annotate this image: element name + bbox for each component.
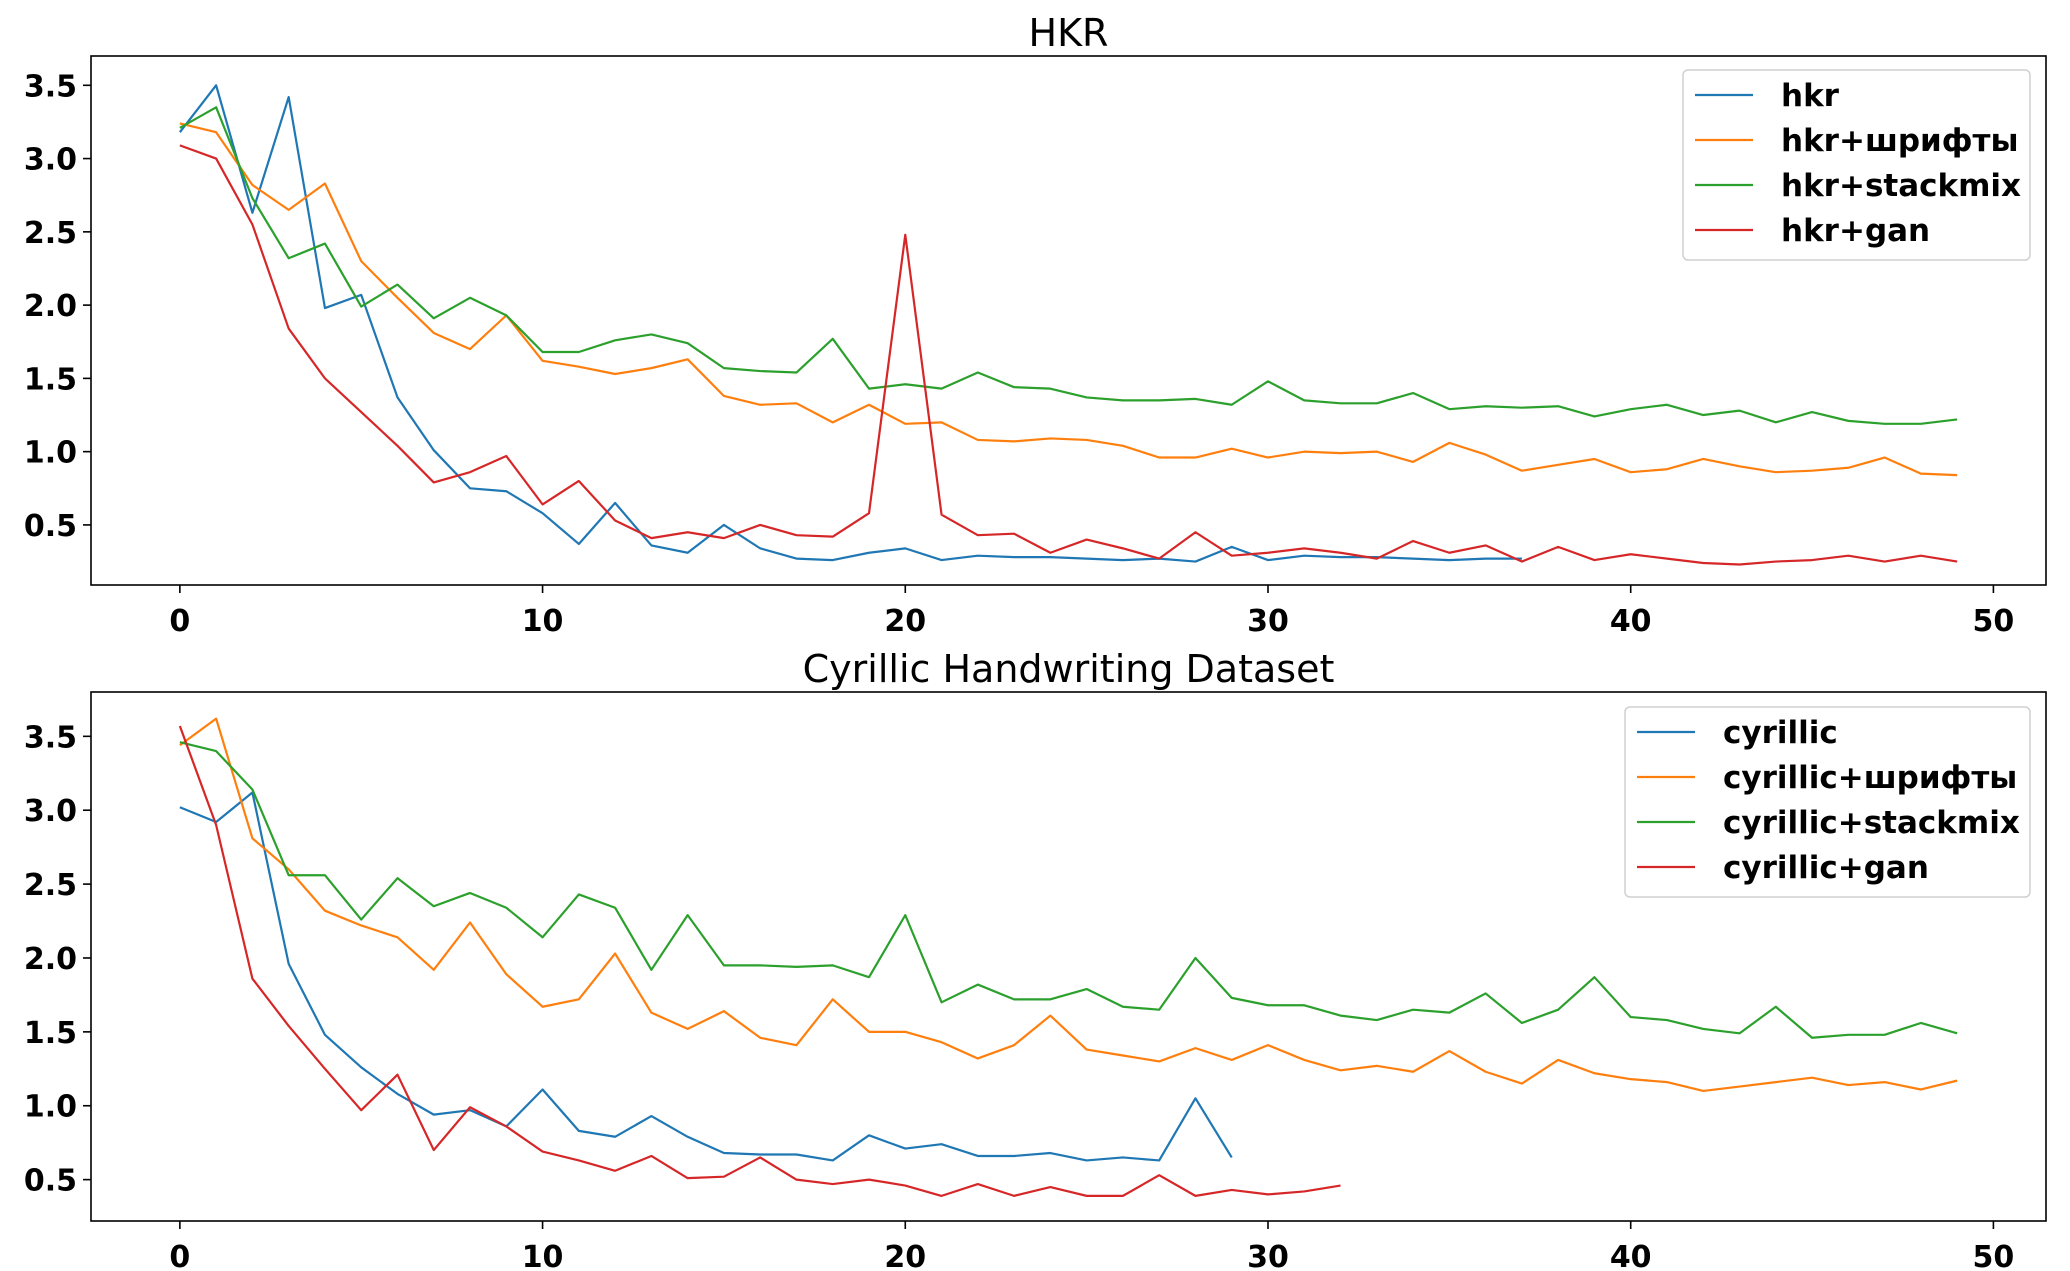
series-line-1 <box>178 84 1522 563</box>
legend-label: hkr+шрифты <box>1781 123 2019 159</box>
y-tick-label: 1.0 <box>24 1090 77 1125</box>
series-line-4 <box>179 144 1958 566</box>
y-tick-label: 1.5 <box>24 1016 77 1051</box>
legend-label: hkr <box>1781 78 1840 114</box>
x-tick-label: 40 <box>1610 1240 1652 1271</box>
axes-frame <box>90 691 2047 1222</box>
x-tick-label: 0 <box>169 604 190 639</box>
series-line-1 <box>179 791 1233 1162</box>
series-line-3 <box>179 106 1958 425</box>
y-tick-label: 3.5 <box>24 69 77 104</box>
y-tick-label: 2.5 <box>24 216 77 251</box>
y-tick-label: 2.5 <box>24 868 77 903</box>
legend-box <box>1624 706 2031 898</box>
legend-label: cyrillic+gan <box>1723 850 1929 886</box>
y-tick-label: 2.0 <box>24 942 77 977</box>
y-tick-label: 1.5 <box>24 362 77 397</box>
x-tick-label: 50 <box>1973 1240 2015 1271</box>
legend: cyrillic cyrillic+шрифты cyrillic+stackmix… <box>1624 706 2031 898</box>
series-line-3 <box>179 741 1958 1039</box>
axes-frame <box>90 55 2047 586</box>
legend: hkr hkr+шрифты hkr+stackmix hkr+gan <box>1682 69 2031 261</box>
y-tick-label: 3.0 <box>24 794 77 829</box>
chart-title: Cyrillic Handwriting Dataset <box>803 647 1335 691</box>
series-line-4 <box>178 725 1341 1197</box>
y-tick-label: 2.0 <box>24 289 77 324</box>
x-tick-label: 20 <box>884 604 926 639</box>
legend-label: cyrillic <box>1723 715 1838 751</box>
chart-title: HKR <box>1029 11 1109 55</box>
subplot-2: Cyrillic Handwriting Dataset 0 10 20 30 40 50 0… <box>24 647 2047 1271</box>
legend-box <box>1682 69 2031 261</box>
x-tick-label: 10 <box>522 604 564 639</box>
x-tick-label: 40 <box>1610 604 1652 639</box>
x-tick-label: 50 <box>1973 604 2015 639</box>
series-line-2 <box>179 122 1958 477</box>
y-tick-label: 0.5 <box>24 509 77 544</box>
y-tick-label: 1.0 <box>24 436 77 471</box>
legend-label: cyrillic+stackmix <box>1723 805 2020 841</box>
y-tick-label: 3.5 <box>24 720 77 755</box>
x-tick-label: 20 <box>884 1240 926 1271</box>
legend-label: cyrillic+шрифты <box>1723 760 2017 796</box>
y-tick-label: 0.5 <box>24 1164 77 1199</box>
x-tick-label: 10 <box>522 1240 564 1271</box>
legend-label: hkr+stackmix <box>1781 168 2021 204</box>
x-tick-label: 30 <box>1247 604 1289 639</box>
y-tick-label: 3.0 <box>24 143 77 178</box>
x-tick-label: 0 <box>169 1240 190 1271</box>
series-line-2 <box>179 717 1958 1093</box>
x-tick-label: 30 <box>1247 1240 1289 1271</box>
legend-label: hkr+gan <box>1781 213 1930 249</box>
